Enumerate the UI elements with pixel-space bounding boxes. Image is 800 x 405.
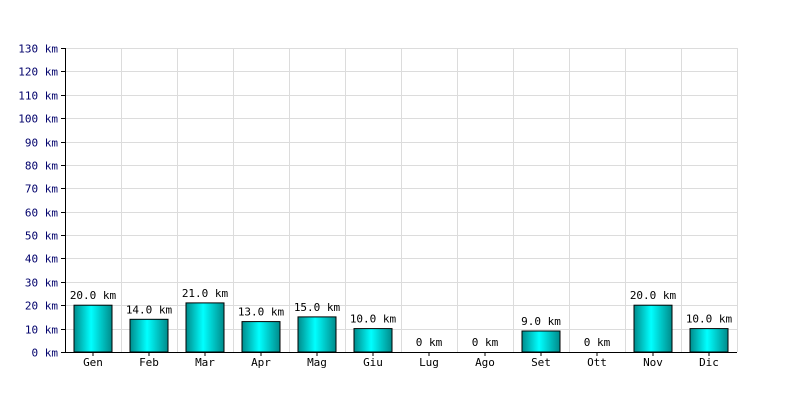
data-label: 20.0 km xyxy=(70,289,117,302)
data-label: 9.0 km xyxy=(521,315,561,328)
y-tick-label: 60 km xyxy=(25,207,58,220)
x-tick-label: Ott xyxy=(587,356,607,369)
x-tick-label: Giu xyxy=(363,356,383,369)
bar-set xyxy=(521,330,561,353)
y-tick-label: 110 km xyxy=(18,90,58,103)
bar-mag xyxy=(297,316,337,353)
data-label: 21.0 km xyxy=(182,287,229,300)
data-label: 0 km xyxy=(584,336,611,349)
grid xyxy=(65,48,738,353)
x-tick-label: Mag xyxy=(307,356,327,369)
y-tick-label: 80 km xyxy=(25,160,58,173)
axes xyxy=(61,48,737,356)
y-tick-label: 70 km xyxy=(25,183,58,196)
y-tick-label: 40 km xyxy=(25,253,58,266)
data-label: 15.0 km xyxy=(294,301,341,314)
y-tick-label: 100 km xyxy=(18,113,58,126)
x-tick-label: Ago xyxy=(475,356,495,369)
data-label: 20.0 km xyxy=(630,289,677,302)
y-tick-label: 50 km xyxy=(25,230,58,243)
data-label: 14.0 km xyxy=(126,303,173,316)
y-tick-label: 10 km xyxy=(25,324,58,337)
data-label: 0 km xyxy=(416,336,443,349)
data-label: 10.0 km xyxy=(686,313,733,326)
bar-apr xyxy=(241,321,281,353)
x-tick-label: Apr xyxy=(251,356,271,369)
bar-gen xyxy=(73,304,113,353)
data-label: 13.0 km xyxy=(238,306,285,319)
y-tick-label: 130 km xyxy=(18,43,58,56)
bar-giu xyxy=(353,328,393,353)
data-label: 0 km xyxy=(472,336,499,349)
x-tick-label: Gen xyxy=(83,356,103,369)
y-tick-label: 20 km xyxy=(25,300,58,313)
x-tick-label: Feb xyxy=(139,356,159,369)
bar-feb xyxy=(129,318,169,353)
y-tick-label: 0 km xyxy=(32,347,59,360)
x-tick-label: Nov xyxy=(643,356,663,369)
x-tick-label: Lug xyxy=(419,356,439,369)
x-tick-label: Dic xyxy=(699,356,719,369)
y-tick-label: 90 km xyxy=(25,137,58,150)
x-tick-label: Set xyxy=(531,356,551,369)
bar-mar xyxy=(185,302,225,353)
data-label: 10.0 km xyxy=(350,313,397,326)
y-tick-label: 30 km xyxy=(25,277,58,290)
bar-nov xyxy=(633,304,673,353)
bar-dic xyxy=(689,328,729,353)
x-tick-label: Mar xyxy=(195,356,215,369)
labels: 0 km 10 km 20 km 30 km 40 km 50 km 60 km 70 km 8… xyxy=(18,43,732,370)
y-tick-label: 120 km xyxy=(18,66,58,79)
